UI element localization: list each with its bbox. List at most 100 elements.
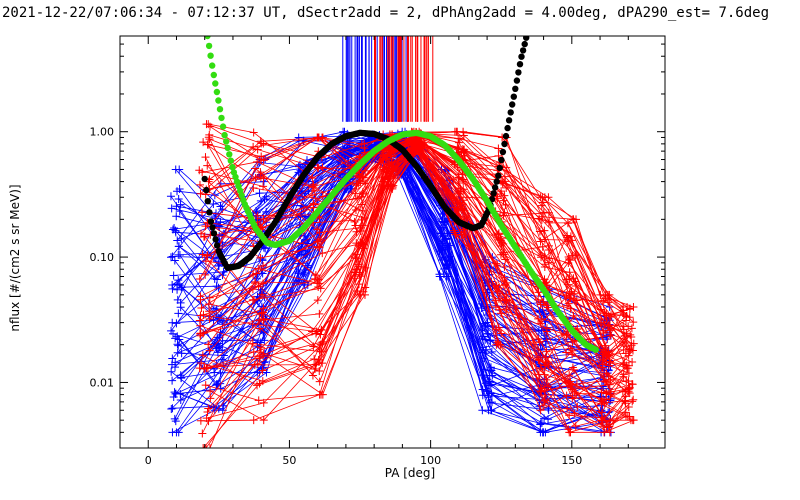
data-marker <box>386 146 395 155</box>
flux-trace <box>200 137 627 331</box>
data-marker <box>416 141 425 150</box>
flux-trace <box>201 141 626 355</box>
data-marker <box>198 351 207 360</box>
data-marker <box>260 195 269 204</box>
data-marker <box>252 269 261 278</box>
data-marker <box>600 377 609 386</box>
data-marker <box>197 303 206 312</box>
data-marker <box>197 229 206 238</box>
data-marker <box>216 379 225 388</box>
data-marker <box>459 185 468 194</box>
data-marker <box>355 152 364 161</box>
data-marker <box>628 358 637 367</box>
model-dot <box>505 117 513 124</box>
data-marker <box>454 134 463 143</box>
data-marker <box>262 368 271 377</box>
flux-series <box>195 120 638 448</box>
data-marker <box>170 414 179 423</box>
data-marker <box>259 304 268 313</box>
data-marker <box>445 262 454 271</box>
data-marker <box>171 417 180 426</box>
data-marker <box>360 290 369 299</box>
data-marker <box>598 363 607 372</box>
flux-trace <box>209 126 624 308</box>
data-marker <box>457 230 466 239</box>
data-marker <box>259 182 268 191</box>
data-marker <box>563 404 572 413</box>
data-marker <box>382 184 391 193</box>
data-marker <box>173 348 182 357</box>
data-marker <box>500 191 509 200</box>
data-marker <box>537 364 546 373</box>
model-dot <box>509 101 516 108</box>
data-marker <box>458 175 467 184</box>
model-dot <box>221 131 228 139</box>
data-marker <box>386 171 395 180</box>
data-marker <box>174 309 183 318</box>
flux-trace <box>209 144 631 427</box>
data-marker <box>249 416 258 425</box>
data-marker <box>600 309 609 318</box>
data-marker <box>255 354 264 363</box>
data-marker <box>201 381 210 390</box>
flux-trace <box>199 139 630 374</box>
data-marker <box>311 329 320 338</box>
data-marker <box>571 281 580 290</box>
tick-band <box>373 36 434 122</box>
data-marker <box>619 372 628 381</box>
data-marker <box>213 275 222 284</box>
data-marker <box>539 298 548 307</box>
data-marker <box>438 239 447 248</box>
data-marker <box>313 237 322 246</box>
data-marker <box>538 242 547 251</box>
data-marker <box>536 406 545 415</box>
data-marker <box>315 228 324 237</box>
data-marker <box>198 250 207 259</box>
flux-trace <box>205 146 633 421</box>
model-dot <box>224 144 231 152</box>
data-marker <box>568 363 577 372</box>
data-marker <box>361 283 370 292</box>
data-marker <box>255 189 264 198</box>
data-marker <box>205 346 214 355</box>
data-marker <box>449 226 458 235</box>
data-marker <box>195 316 204 325</box>
data-marker <box>354 241 363 250</box>
data-marker <box>568 394 577 403</box>
data-marker <box>318 390 327 399</box>
data-marker <box>257 152 266 161</box>
data-marker <box>340 154 349 163</box>
data-marker <box>568 350 577 359</box>
data-marker <box>597 416 606 425</box>
model-dot <box>521 40 528 48</box>
model-dot <box>518 53 525 60</box>
data-marker <box>540 396 549 405</box>
data-marker <box>197 359 206 368</box>
data-marker <box>318 337 327 346</box>
data-marker <box>350 217 359 226</box>
x-axis-label: PA [deg] <box>384 466 436 480</box>
model-dot <box>215 97 222 104</box>
data-marker <box>204 404 213 413</box>
data-marker <box>537 201 546 210</box>
model-dot <box>204 36 211 40</box>
data-marker <box>258 279 267 288</box>
data-marker <box>204 140 213 149</box>
data-marker <box>544 193 553 202</box>
model-dot <box>206 209 213 216</box>
flux-trace <box>207 144 634 404</box>
data-marker <box>315 367 324 376</box>
data-marker <box>314 283 323 292</box>
model-dot <box>488 196 496 203</box>
data-marker <box>624 385 633 394</box>
data-marker <box>318 163 327 172</box>
data-marker <box>458 170 467 179</box>
data-marker <box>536 237 545 246</box>
data-marker <box>204 133 213 142</box>
data-marker <box>204 120 213 129</box>
flux-trace <box>209 145 629 448</box>
data-marker <box>253 145 262 154</box>
data-marker <box>502 183 511 192</box>
data-marker <box>619 322 628 331</box>
data-marker <box>262 207 271 216</box>
